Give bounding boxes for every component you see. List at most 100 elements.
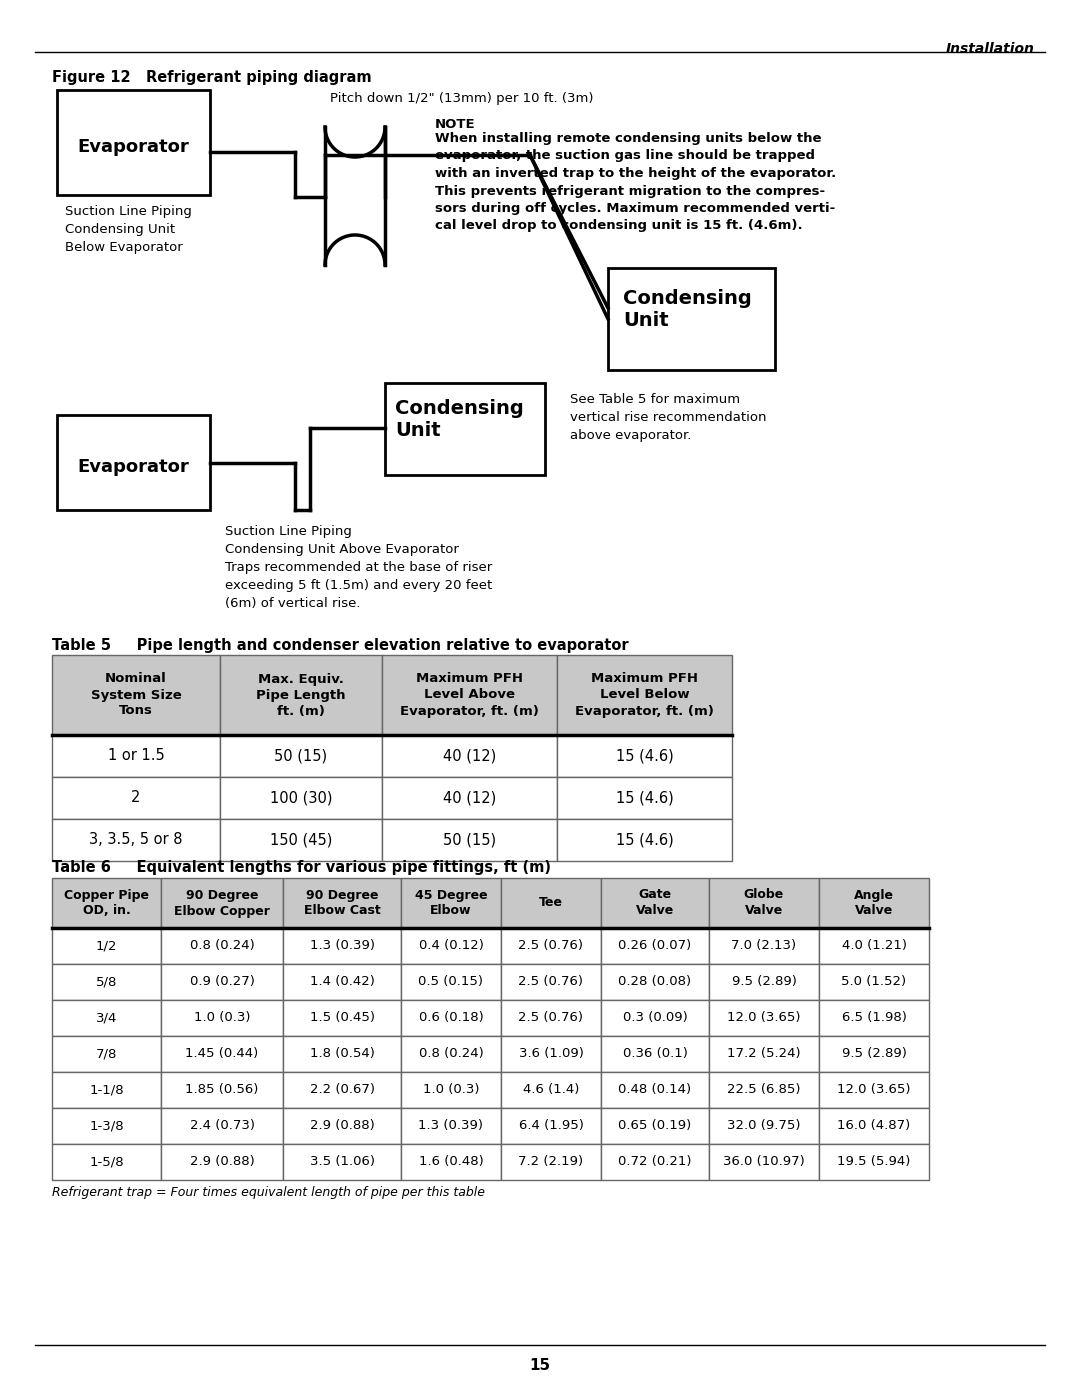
Bar: [819, 1108, 929, 1144]
Bar: [382, 735, 557, 777]
Bar: [501, 877, 600, 928]
Bar: [600, 964, 708, 1000]
Text: 0.36 (0.1): 0.36 (0.1): [622, 1048, 688, 1060]
Text: 19.5 (5.94): 19.5 (5.94): [837, 1155, 910, 1168]
Text: 0.9 (0.27): 0.9 (0.27): [190, 975, 255, 989]
Bar: [384, 383, 545, 475]
Bar: [708, 1108, 819, 1144]
Text: 1.0 (0.3): 1.0 (0.3): [193, 1011, 251, 1024]
Text: 22.5 (6.85): 22.5 (6.85): [727, 1084, 800, 1097]
Bar: [819, 1037, 929, 1071]
Bar: [401, 1000, 501, 1037]
Bar: [501, 1000, 600, 1037]
Text: 100 (30): 100 (30): [270, 791, 333, 806]
Bar: [161, 1108, 283, 1144]
Bar: [501, 1108, 600, 1144]
Text: 3, 3.5, 5 or 8: 3, 3.5, 5 or 8: [90, 833, 183, 848]
Text: Maximum PFH
Level Below
Evaporator, ft. (m): Maximum PFH Level Below Evaporator, ft. …: [575, 672, 714, 718]
Bar: [220, 655, 382, 735]
Text: When installing remote condensing units below the
evaporator, the suction gas li: When installing remote condensing units …: [435, 131, 836, 232]
Text: 7.0 (2.13): 7.0 (2.13): [731, 940, 797, 953]
Bar: [161, 1144, 283, 1180]
Text: 9.5 (2.89): 9.5 (2.89): [841, 1048, 906, 1060]
Text: 15 (4.6): 15 (4.6): [616, 833, 673, 848]
Text: 1.45 (0.44): 1.45 (0.44): [186, 1048, 258, 1060]
Text: 7.2 (2.19): 7.2 (2.19): [518, 1155, 583, 1168]
Bar: [52, 877, 161, 928]
Text: Suction Line Piping
Condensing Unit Above Evaporator
Traps recommended at the ba: Suction Line Piping Condensing Unit Abov…: [225, 525, 492, 610]
Text: 1.0 (0.3): 1.0 (0.3): [422, 1084, 480, 1097]
Bar: [819, 877, 929, 928]
Bar: [52, 1037, 161, 1071]
Text: 2.5 (0.76): 2.5 (0.76): [518, 1011, 583, 1024]
Text: 2.9 (0.88): 2.9 (0.88): [190, 1155, 255, 1168]
Bar: [600, 1037, 708, 1071]
Bar: [52, 1108, 161, 1144]
Text: 0.5 (0.15): 0.5 (0.15): [419, 975, 484, 989]
Text: 4.6 (1.4): 4.6 (1.4): [523, 1084, 579, 1097]
Text: 36.0 (10.97): 36.0 (10.97): [724, 1155, 805, 1168]
Bar: [600, 1144, 708, 1180]
Text: 1.3 (0.39): 1.3 (0.39): [310, 940, 375, 953]
Bar: [382, 655, 557, 735]
Text: 1/2: 1/2: [96, 940, 118, 953]
Bar: [708, 1071, 819, 1108]
Bar: [819, 1071, 929, 1108]
Text: 9.5 (2.89): 9.5 (2.89): [731, 975, 796, 989]
Bar: [501, 928, 600, 964]
Bar: [283, 1108, 401, 1144]
Text: 16.0 (4.87): 16.0 (4.87): [837, 1119, 910, 1133]
Text: Nominal
System Size
Tons: Nominal System Size Tons: [91, 672, 181, 718]
Bar: [220, 777, 382, 819]
Text: 1.3 (0.39): 1.3 (0.39): [419, 1119, 484, 1133]
Text: 3.5 (1.06): 3.5 (1.06): [310, 1155, 375, 1168]
Bar: [708, 1144, 819, 1180]
Text: Evaporator: Evaporator: [78, 138, 189, 156]
Bar: [600, 1071, 708, 1108]
Bar: [283, 1037, 401, 1071]
Bar: [161, 964, 283, 1000]
Text: 0.8 (0.24): 0.8 (0.24): [190, 940, 255, 953]
Bar: [708, 1037, 819, 1071]
Text: 2: 2: [132, 791, 140, 806]
Text: 32.0 (9.75): 32.0 (9.75): [727, 1119, 800, 1133]
Text: 3.6 (1.09): 3.6 (1.09): [518, 1048, 583, 1060]
Bar: [57, 89, 210, 196]
Bar: [600, 1108, 708, 1144]
Text: Condensing
Unit: Condensing Unit: [623, 289, 752, 330]
Bar: [708, 964, 819, 1000]
Text: Table 6     Equivalent lengths for various pipe fittings, ft (m): Table 6 Equivalent lengths for various p…: [52, 861, 551, 875]
Text: 0.65 (0.19): 0.65 (0.19): [619, 1119, 691, 1133]
Bar: [283, 877, 401, 928]
Text: 50 (15): 50 (15): [274, 749, 327, 764]
Bar: [57, 415, 210, 510]
Bar: [501, 1071, 600, 1108]
Text: See Table 5 for maximum
vertical rise recommendation
above evaporator.: See Table 5 for maximum vertical rise re…: [570, 393, 767, 441]
Bar: [501, 1037, 600, 1071]
Bar: [401, 1071, 501, 1108]
Text: Copper Pipe
OD, in.: Copper Pipe OD, in.: [64, 888, 149, 918]
Text: Max. Equiv.
Pipe Length
ft. (m): Max. Equiv. Pipe Length ft. (m): [256, 672, 346, 718]
Bar: [501, 1144, 600, 1180]
Text: Figure 12   Refrigerant piping diagram: Figure 12 Refrigerant piping diagram: [52, 70, 372, 85]
Bar: [220, 819, 382, 861]
Bar: [161, 1071, 283, 1108]
Text: 2.2 (0.67): 2.2 (0.67): [310, 1084, 375, 1097]
Text: 0.72 (0.21): 0.72 (0.21): [618, 1155, 692, 1168]
Text: 7/8: 7/8: [96, 1048, 118, 1060]
Text: 90 Degree
Elbow Copper: 90 Degree Elbow Copper: [174, 888, 270, 918]
Bar: [283, 1000, 401, 1037]
Bar: [52, 1000, 161, 1037]
Text: Evaporator: Evaporator: [78, 458, 189, 476]
Text: 1.8 (0.54): 1.8 (0.54): [310, 1048, 375, 1060]
Bar: [161, 1037, 283, 1071]
Text: 1.4 (0.42): 1.4 (0.42): [310, 975, 375, 989]
Bar: [401, 1108, 501, 1144]
Text: 2.4 (0.73): 2.4 (0.73): [189, 1119, 255, 1133]
Text: 0.6 (0.18): 0.6 (0.18): [419, 1011, 484, 1024]
Bar: [600, 877, 708, 928]
Text: 2.5 (0.76): 2.5 (0.76): [518, 975, 583, 989]
Bar: [283, 964, 401, 1000]
Bar: [161, 928, 283, 964]
Text: 12.0 (3.65): 12.0 (3.65): [837, 1084, 910, 1097]
